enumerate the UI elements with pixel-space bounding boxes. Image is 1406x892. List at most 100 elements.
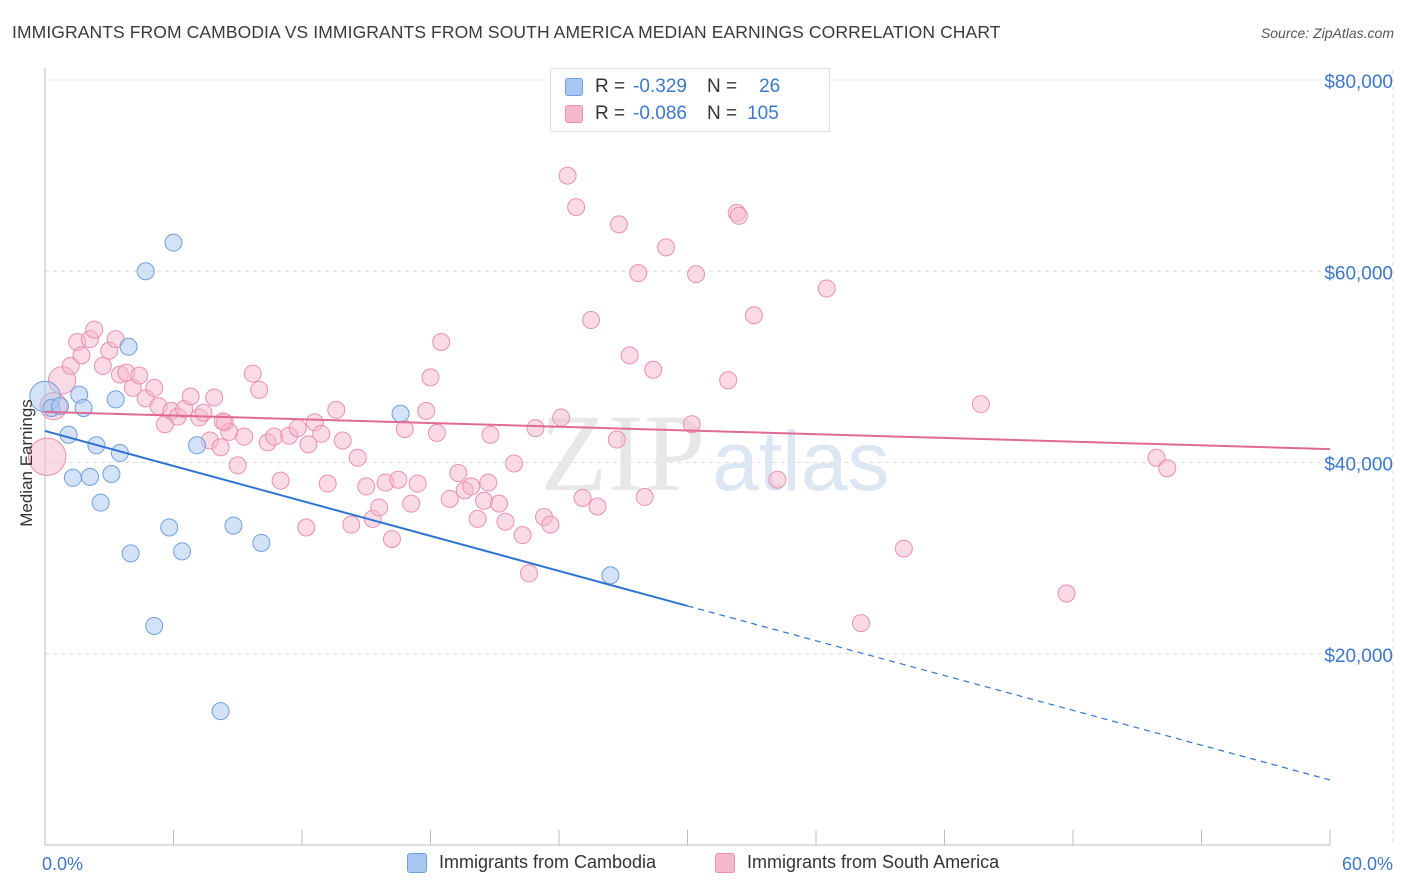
cambodia-point <box>91 493 110 512</box>
south-america-point <box>342 515 361 534</box>
south-america-point <box>620 346 639 365</box>
cambodia-point <box>136 262 155 281</box>
south-america-point <box>440 489 459 508</box>
south-america-point <box>817 279 836 298</box>
cambodia-trend-line <box>44 429 688 607</box>
south-america-point <box>61 356 80 375</box>
r-label: R = <box>595 103 626 124</box>
south-america-n-value: 105 <box>747 103 779 124</box>
south-america-point <box>194 403 213 422</box>
south-america-point <box>211 438 230 457</box>
south-america-point <box>1158 459 1177 478</box>
cambodia-point <box>188 436 207 455</box>
south-america-point <box>408 474 427 493</box>
cambodia-legend-swatch <box>407 852 427 873</box>
south-america-swatch <box>565 105 583 123</box>
n-label: N = <box>706 103 738 124</box>
south-america-point <box>250 380 269 399</box>
y-axis-title: Median Earnings <box>17 399 36 527</box>
legend-row-south-america: R = -0.086 N = 105 <box>565 102 779 126</box>
south-america-point <box>558 166 577 185</box>
south-america-point <box>265 427 284 446</box>
south-america-point <box>205 388 224 407</box>
legend-row-cambodia: R = -0.329 N = 26 <box>565 75 780 99</box>
south-america-point <box>333 431 352 450</box>
south-america-point <box>235 427 254 446</box>
axis-labels: $20,000 $40,000 $60,000 $80,000 0.0% 60.0% Med… <box>17 72 1393 874</box>
cambodia-points <box>29 233 620 721</box>
south-america-point <box>402 494 421 513</box>
south-america-point <box>312 424 331 443</box>
cambodia-point <box>391 404 410 423</box>
south-america-legend-swatch <box>715 852 735 873</box>
south-america-point <box>520 564 539 583</box>
south-america-point <box>228 456 247 475</box>
south-america-point <box>687 265 706 284</box>
south-america-point <box>657 238 676 257</box>
south-america-point <box>432 333 451 352</box>
south-america-point <box>243 364 262 383</box>
south-america-point <box>468 509 487 528</box>
south-america-point <box>417 401 436 420</box>
cambodia-point <box>80 467 99 486</box>
cambodia-point <box>164 233 183 252</box>
watermark-atlas: atlas <box>712 414 889 508</box>
cambodia-point <box>173 542 192 561</box>
south-america-point <box>635 487 654 506</box>
cambodia-point <box>145 617 164 636</box>
south-america-r-value: -0.086 <box>633 103 687 124</box>
south-america-point <box>851 614 870 633</box>
south-america-point <box>462 477 481 496</box>
n-label: N = <box>706 76 738 97</box>
south-america-point <box>72 346 91 365</box>
trend-lines <box>44 410 1331 781</box>
cambodia-swatch <box>565 78 583 96</box>
cambodia-point <box>160 518 179 537</box>
cambodia-point <box>211 702 230 721</box>
south-america-point <box>1147 448 1166 467</box>
south-america-point <box>271 471 290 490</box>
cambodia-point <box>252 533 271 552</box>
south-america-point <box>513 526 532 545</box>
cambodia-trend-extension <box>687 605 1331 781</box>
cambodia-point <box>601 566 620 585</box>
south-america-point <box>299 435 318 454</box>
south-america-point <box>682 415 701 434</box>
south-america-point <box>297 518 316 537</box>
south-america-point <box>93 356 112 375</box>
south-america-point <box>971 395 990 414</box>
y-tick-label: $80,000 <box>1324 72 1393 93</box>
south-america-point <box>481 425 500 444</box>
south-america-point <box>768 470 787 489</box>
south-america-point <box>318 474 337 493</box>
cambodia-n-value: 26 <box>759 76 781 97</box>
bottom-legend-cambodia[interactable]: Immigrants from Cambodia <box>407 852 656 873</box>
cambodia-point <box>106 390 125 409</box>
south-america-point <box>27 437 67 476</box>
south-america-point <box>327 400 346 419</box>
y-tick-label: $60,000 <box>1324 263 1393 284</box>
south-america-point <box>582 311 601 330</box>
south-america-point <box>1057 584 1076 603</box>
south-america-point <box>130 366 149 385</box>
correlation-legend: R = -0.329 N = 26 R = -0.086 N = 105 <box>550 68 830 132</box>
south-america-point <box>475 491 494 510</box>
source-label: Source: ZipAtlas.com <box>1260 25 1394 41</box>
south-america-point <box>490 494 509 513</box>
cambodia-point <box>63 468 82 487</box>
south-america-point <box>644 360 663 379</box>
cambodia-point <box>102 464 121 483</box>
south-america-point <box>389 470 408 489</box>
cambodia-point <box>121 544 140 563</box>
cambodia-legend-label: Immigrants from Cambodia <box>439 852 657 872</box>
south-america-point <box>427 423 446 442</box>
south-america-point <box>567 198 586 217</box>
cambodia-point <box>50 397 69 416</box>
south-america-point <box>145 378 164 397</box>
south-america-point <box>288 419 307 438</box>
bottom-legend-south-america[interactable]: Immigrants from South America <box>715 852 999 873</box>
south-america-point <box>629 264 648 283</box>
south-america-point <box>85 320 104 339</box>
south-america-point <box>357 477 376 496</box>
